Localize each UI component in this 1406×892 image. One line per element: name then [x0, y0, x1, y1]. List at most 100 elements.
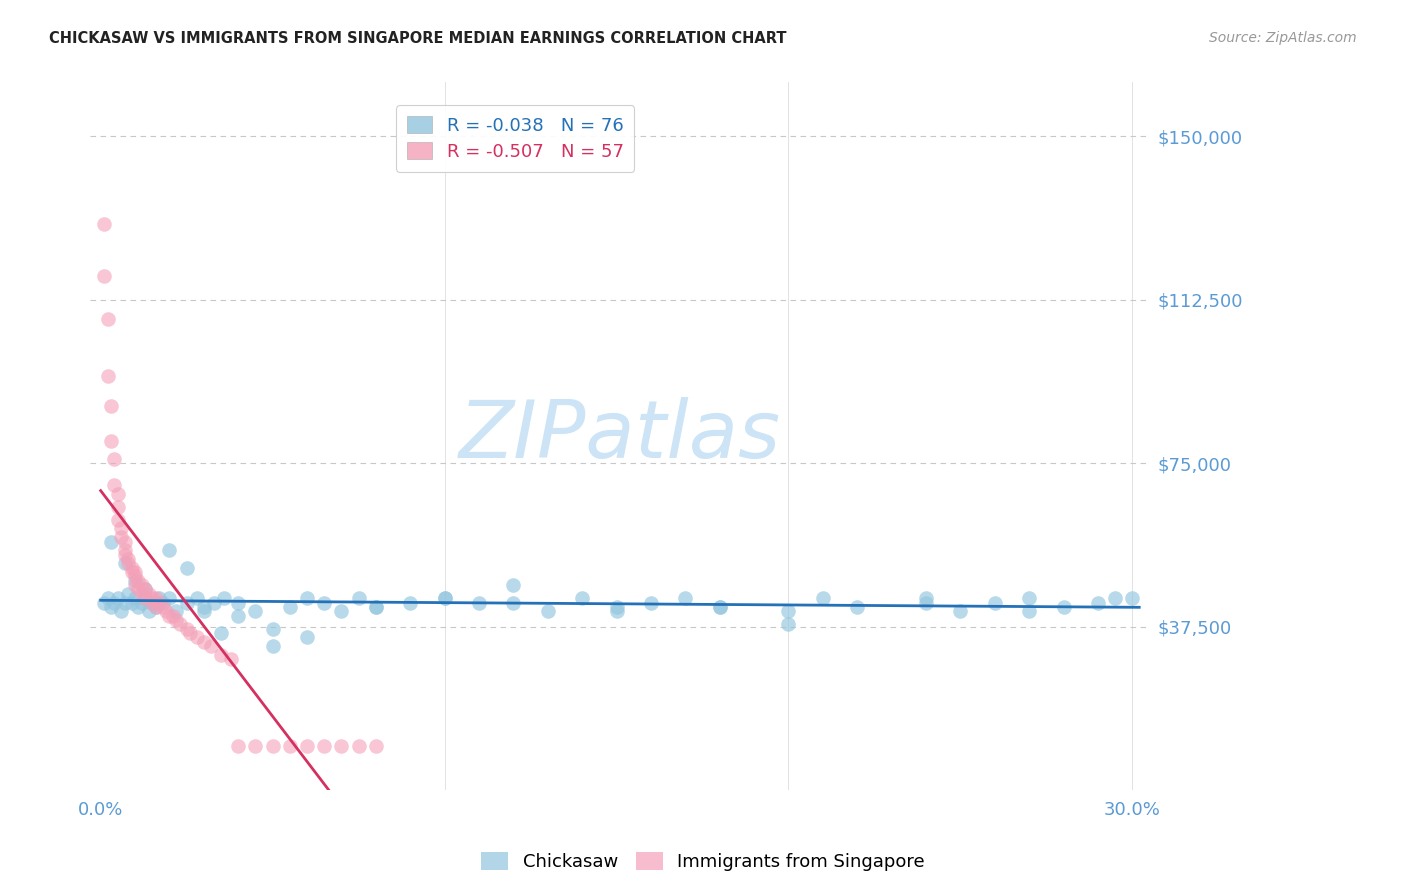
Point	[295, 591, 318, 606]
Text: CHICKASAW VS IMMIGRANTS FROM SINGAPORE MEDIAN EARNINGS CORRELATION CHART: CHICKASAW VS IMMIGRANTS FROM SINGAPORE M…	[49, 31, 787, 46]
Text: ZIPatlas: ZIPatlas	[458, 397, 780, 475]
Point	[245, 604, 267, 618]
Point	[114, 557, 136, 571]
Point	[96, 312, 118, 326]
Point	[468, 596, 491, 610]
Point	[330, 739, 353, 754]
Point	[1121, 591, 1143, 606]
Point	[186, 591, 208, 606]
Point	[148, 596, 170, 610]
Point	[295, 739, 318, 754]
Point	[1052, 599, 1074, 614]
Point	[145, 599, 167, 614]
Point	[915, 591, 938, 606]
Point	[127, 574, 149, 588]
Point	[148, 591, 170, 606]
Point	[169, 617, 191, 632]
Point	[141, 596, 163, 610]
Point	[364, 599, 387, 614]
Point	[399, 596, 422, 610]
Point	[209, 626, 232, 640]
Point	[278, 599, 301, 614]
Point	[1018, 591, 1040, 606]
Point	[262, 622, 284, 636]
Point	[193, 604, 215, 618]
Point	[214, 591, 236, 606]
Point	[114, 548, 136, 562]
Point	[262, 739, 284, 754]
Point	[93, 596, 115, 610]
Point	[134, 582, 156, 597]
Point	[103, 451, 125, 466]
Legend: R = -0.038   N = 76, R = -0.507   N = 57: R = -0.038 N = 76, R = -0.507 N = 57	[396, 105, 634, 171]
Point	[1018, 604, 1040, 618]
Point	[124, 565, 146, 579]
Point	[127, 582, 149, 597]
Point	[124, 574, 146, 588]
Point	[347, 591, 370, 606]
Point	[121, 596, 143, 610]
Point	[537, 604, 560, 618]
Point	[709, 599, 731, 614]
Point	[131, 587, 153, 601]
Point	[96, 591, 118, 606]
Point	[117, 557, 139, 571]
Point	[347, 739, 370, 754]
Point	[433, 591, 456, 606]
Point	[159, 591, 181, 606]
Point	[502, 578, 524, 592]
Point	[709, 599, 731, 614]
Point	[364, 739, 387, 754]
Point	[114, 534, 136, 549]
Text: Source: ZipAtlas.com: Source: ZipAtlas.com	[1209, 31, 1357, 45]
Point	[93, 268, 115, 283]
Point	[984, 596, 1007, 610]
Point	[141, 591, 163, 606]
Point	[673, 591, 696, 606]
Point	[134, 582, 156, 597]
Point	[245, 739, 267, 754]
Point	[152, 596, 174, 610]
Point	[179, 626, 201, 640]
Point	[145, 599, 167, 614]
Point	[138, 604, 160, 618]
Point	[110, 521, 132, 535]
Point	[114, 596, 136, 610]
Point	[949, 604, 972, 618]
Point	[226, 596, 249, 610]
Point	[134, 591, 156, 606]
Point	[502, 596, 524, 610]
Point	[193, 599, 215, 614]
Point	[640, 596, 662, 610]
Point	[159, 543, 181, 558]
Point	[226, 739, 249, 754]
Point	[124, 569, 146, 583]
Point	[107, 500, 129, 514]
Point	[176, 622, 198, 636]
Point	[148, 596, 170, 610]
Point	[152, 599, 174, 614]
Legend: Chickasaw, Immigrants from Singapore: Chickasaw, Immigrants from Singapore	[474, 846, 932, 879]
Point	[138, 587, 160, 601]
Point	[314, 596, 336, 610]
Point	[605, 599, 627, 614]
Point	[162, 608, 184, 623]
Point	[107, 513, 129, 527]
Point	[778, 617, 800, 632]
Point	[107, 486, 129, 500]
Point	[114, 543, 136, 558]
Point	[778, 604, 800, 618]
Point	[117, 587, 139, 601]
Point	[121, 560, 143, 574]
Point	[571, 591, 593, 606]
Point	[262, 639, 284, 653]
Point	[165, 604, 187, 618]
Point	[124, 578, 146, 592]
Point	[314, 739, 336, 754]
Point	[364, 599, 387, 614]
Point	[330, 604, 353, 618]
Point	[202, 596, 225, 610]
Point	[221, 652, 243, 666]
Point	[1087, 596, 1109, 610]
Point	[811, 591, 834, 606]
